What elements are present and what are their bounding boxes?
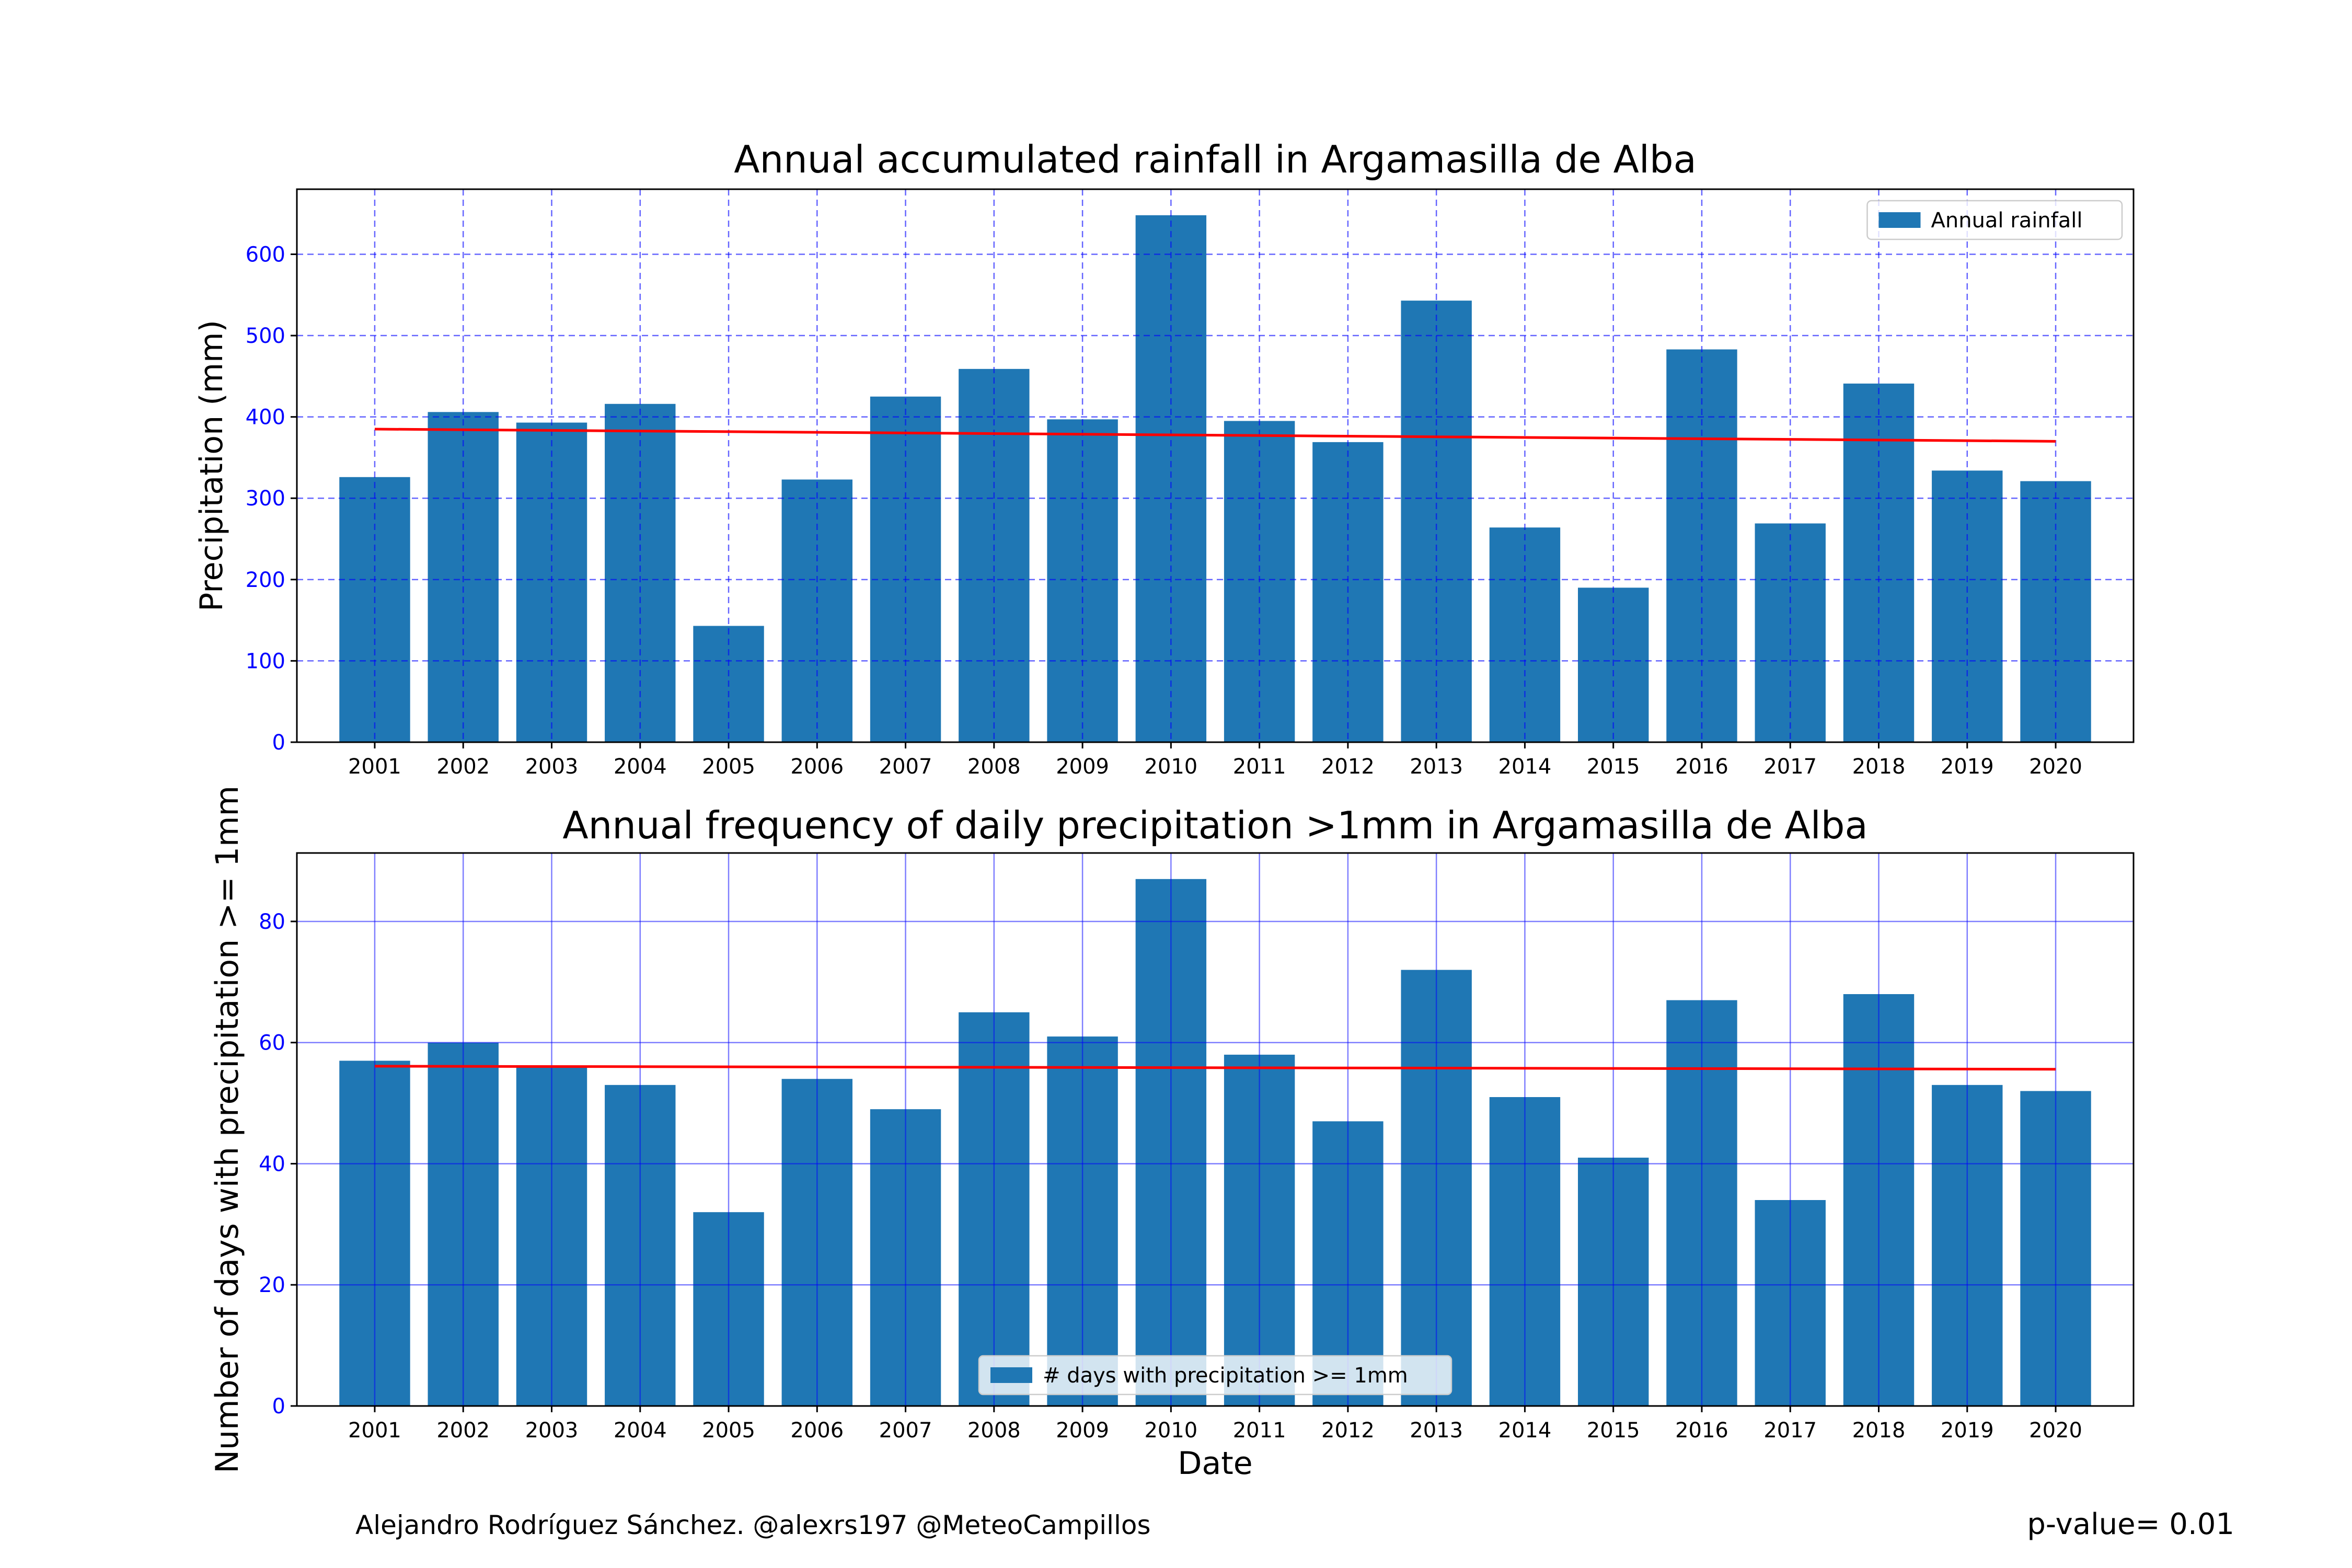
axes-frame <box>296 188 2135 743</box>
y-tick-label: 60 <box>259 1031 285 1055</box>
x-tick-label: 2019 <box>1941 755 1994 779</box>
y-tick-label: 600 <box>246 243 285 267</box>
x-tick-label: 2008 <box>967 755 1021 779</box>
x-tick-label: 2020 <box>2029 1419 2082 1443</box>
y-tick-label: 80 <box>259 910 285 934</box>
x-tick-label: 2007 <box>879 755 932 779</box>
x-tick-label: 2011 <box>1233 755 1286 779</box>
x-tick-label: 2013 <box>1410 1419 1463 1443</box>
legend-box <box>978 1355 1452 1396</box>
x-tick-label: 2011 <box>1233 1419 1286 1443</box>
y-tick-label: 400 <box>246 406 285 430</box>
x-tick-label: 2007 <box>879 1419 932 1443</box>
trend-line <box>374 428 2056 443</box>
bar-2018 <box>1843 383 1915 742</box>
x-tick-label: 2013 <box>1410 755 1463 779</box>
legend-swatch <box>1878 212 1921 228</box>
x-tick-label: 2010 <box>1144 1419 1197 1443</box>
x-tick-label: 2005 <box>702 1419 755 1443</box>
x-tick-label: 2002 <box>436 755 490 779</box>
x-tick-label: 2006 <box>790 755 844 779</box>
x-tick-label: 2009 <box>1056 1419 1109 1443</box>
x-tick-label: 2009 <box>1056 755 1109 779</box>
y-tick-label: 20 <box>259 1273 285 1297</box>
x-tick-label: 2017 <box>1763 1419 1817 1443</box>
frequency-chart: Annual frequency of daily precipitation … <box>209 786 2135 1482</box>
legend-box <box>1866 200 2123 240</box>
x-tick-label: 2016 <box>1675 755 1728 779</box>
x-tick-label: 2017 <box>1763 755 1817 779</box>
y-tick-label: 0 <box>272 731 285 755</box>
y-tick-label: 300 <box>246 487 285 511</box>
x-tick-label: 2020 <box>2029 755 2082 779</box>
x-tick-label: 2012 <box>1321 1419 1375 1443</box>
y-tick-label: 0 <box>272 1394 285 1419</box>
x-tick-label: 2014 <box>1498 1419 1552 1443</box>
y-tick-label: 500 <box>246 324 285 348</box>
credit-text: Alejandro Rodríguez Sánchez. @alexrs197 … <box>355 1510 1151 1540</box>
y-axis-label: Number of days with precipitation >= 1mm <box>209 786 246 1473</box>
x-tick-label: 2015 <box>1587 755 1640 779</box>
trend-line <box>374 1065 2056 1071</box>
x-tick-label: 2014 <box>1498 755 1552 779</box>
x-tick-label: 2008 <box>967 1419 1021 1443</box>
x-tick-label: 2016 <box>1675 1419 1728 1443</box>
x-tick-label: 2018 <box>1852 755 1906 779</box>
x-tick-label: 2001 <box>348 1419 401 1443</box>
bar-2013 <box>1401 301 1472 742</box>
x-tick-label: 2012 <box>1321 755 1375 779</box>
x-tick-label: 2003 <box>525 1419 579 1443</box>
legend-label: Annual rainfall <box>1931 209 2083 233</box>
legend: # days with precipitation >= 1mm <box>978 1355 1452 1396</box>
y-tick-label: 200 <box>246 568 285 592</box>
rainfall-chart: Annual accumulated rainfall in Argamasil… <box>193 137 2135 779</box>
x-tick-label: 2005 <box>702 755 755 779</box>
legend-swatch <box>990 1367 1032 1383</box>
chart-title: Annual frequency of daily precipitation … <box>562 803 1867 847</box>
x-tick-label: 2002 <box>436 1419 490 1443</box>
y-tick-label: 40 <box>259 1152 285 1176</box>
y-axis-label: Precipitation (mm) <box>193 320 230 612</box>
legend: Annual rainfall <box>1866 200 2123 240</box>
x-tick-label: 2001 <box>348 755 401 779</box>
x-tick-label: 2010 <box>1144 755 1197 779</box>
y-tick-label: 100 <box>246 649 285 673</box>
p-value-text: p-value= 0.01 <box>2027 1507 2234 1541</box>
legend-label: # days with precipitation >= 1mm <box>1043 1364 1408 1388</box>
axes-frame <box>296 852 2135 1407</box>
x-tick-label: 2019 <box>1941 1419 1994 1443</box>
x-tick-label: 2015 <box>1587 1419 1640 1443</box>
x-tick-label: 2018 <box>1852 1419 1906 1443</box>
x-tick-label: 2004 <box>614 755 667 779</box>
x-tick-label: 2004 <box>614 1419 667 1443</box>
x-tick-label: 2003 <box>525 755 579 779</box>
x-axis-label: Date <box>1178 1445 1252 1482</box>
chart-title: Annual accumulated rainfall in Argamasil… <box>734 137 1697 181</box>
x-tick-label: 2006 <box>790 1419 844 1443</box>
